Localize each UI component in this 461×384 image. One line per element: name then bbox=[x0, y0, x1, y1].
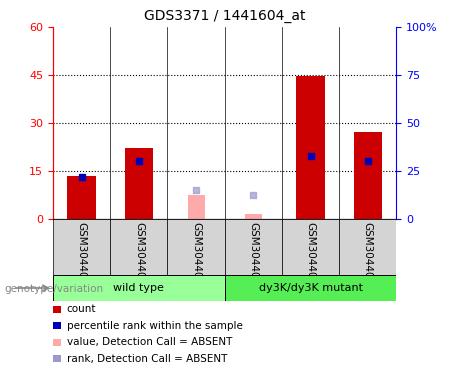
Text: GSM304408: GSM304408 bbox=[363, 222, 373, 285]
Bar bbox=[53, 219, 110, 275]
Text: GSM304404: GSM304404 bbox=[134, 222, 144, 285]
Text: GSM304405: GSM304405 bbox=[191, 222, 201, 285]
Bar bbox=[354, 132, 382, 219]
Text: percentile rank within the sample: percentile rank within the sample bbox=[67, 321, 243, 331]
Bar bbox=[245, 214, 262, 219]
Text: GSM304406: GSM304406 bbox=[248, 222, 258, 285]
Bar bbox=[339, 219, 396, 275]
Bar bbox=[167, 219, 225, 275]
Bar bbox=[110, 219, 167, 275]
Bar bbox=[124, 149, 153, 219]
Bar bbox=[225, 219, 282, 275]
Text: dy3K/dy3K mutant: dy3K/dy3K mutant bbox=[259, 283, 363, 293]
Text: genotype/variation: genotype/variation bbox=[5, 284, 104, 294]
Text: GSM304407: GSM304407 bbox=[306, 222, 316, 285]
Bar bbox=[296, 76, 325, 219]
Bar bbox=[188, 195, 205, 219]
Bar bbox=[282, 219, 339, 275]
Bar bbox=[225, 275, 396, 301]
Text: wild type: wild type bbox=[113, 283, 164, 293]
Bar bbox=[53, 275, 225, 301]
Text: GSM304403: GSM304403 bbox=[77, 222, 87, 285]
Bar bbox=[67, 176, 96, 219]
Text: rank, Detection Call = ABSENT: rank, Detection Call = ABSENT bbox=[67, 354, 227, 364]
Title: GDS3371 / 1441604_at: GDS3371 / 1441604_at bbox=[144, 9, 306, 23]
Text: value, Detection Call = ABSENT: value, Detection Call = ABSENT bbox=[67, 337, 232, 347]
Text: count: count bbox=[67, 304, 96, 314]
